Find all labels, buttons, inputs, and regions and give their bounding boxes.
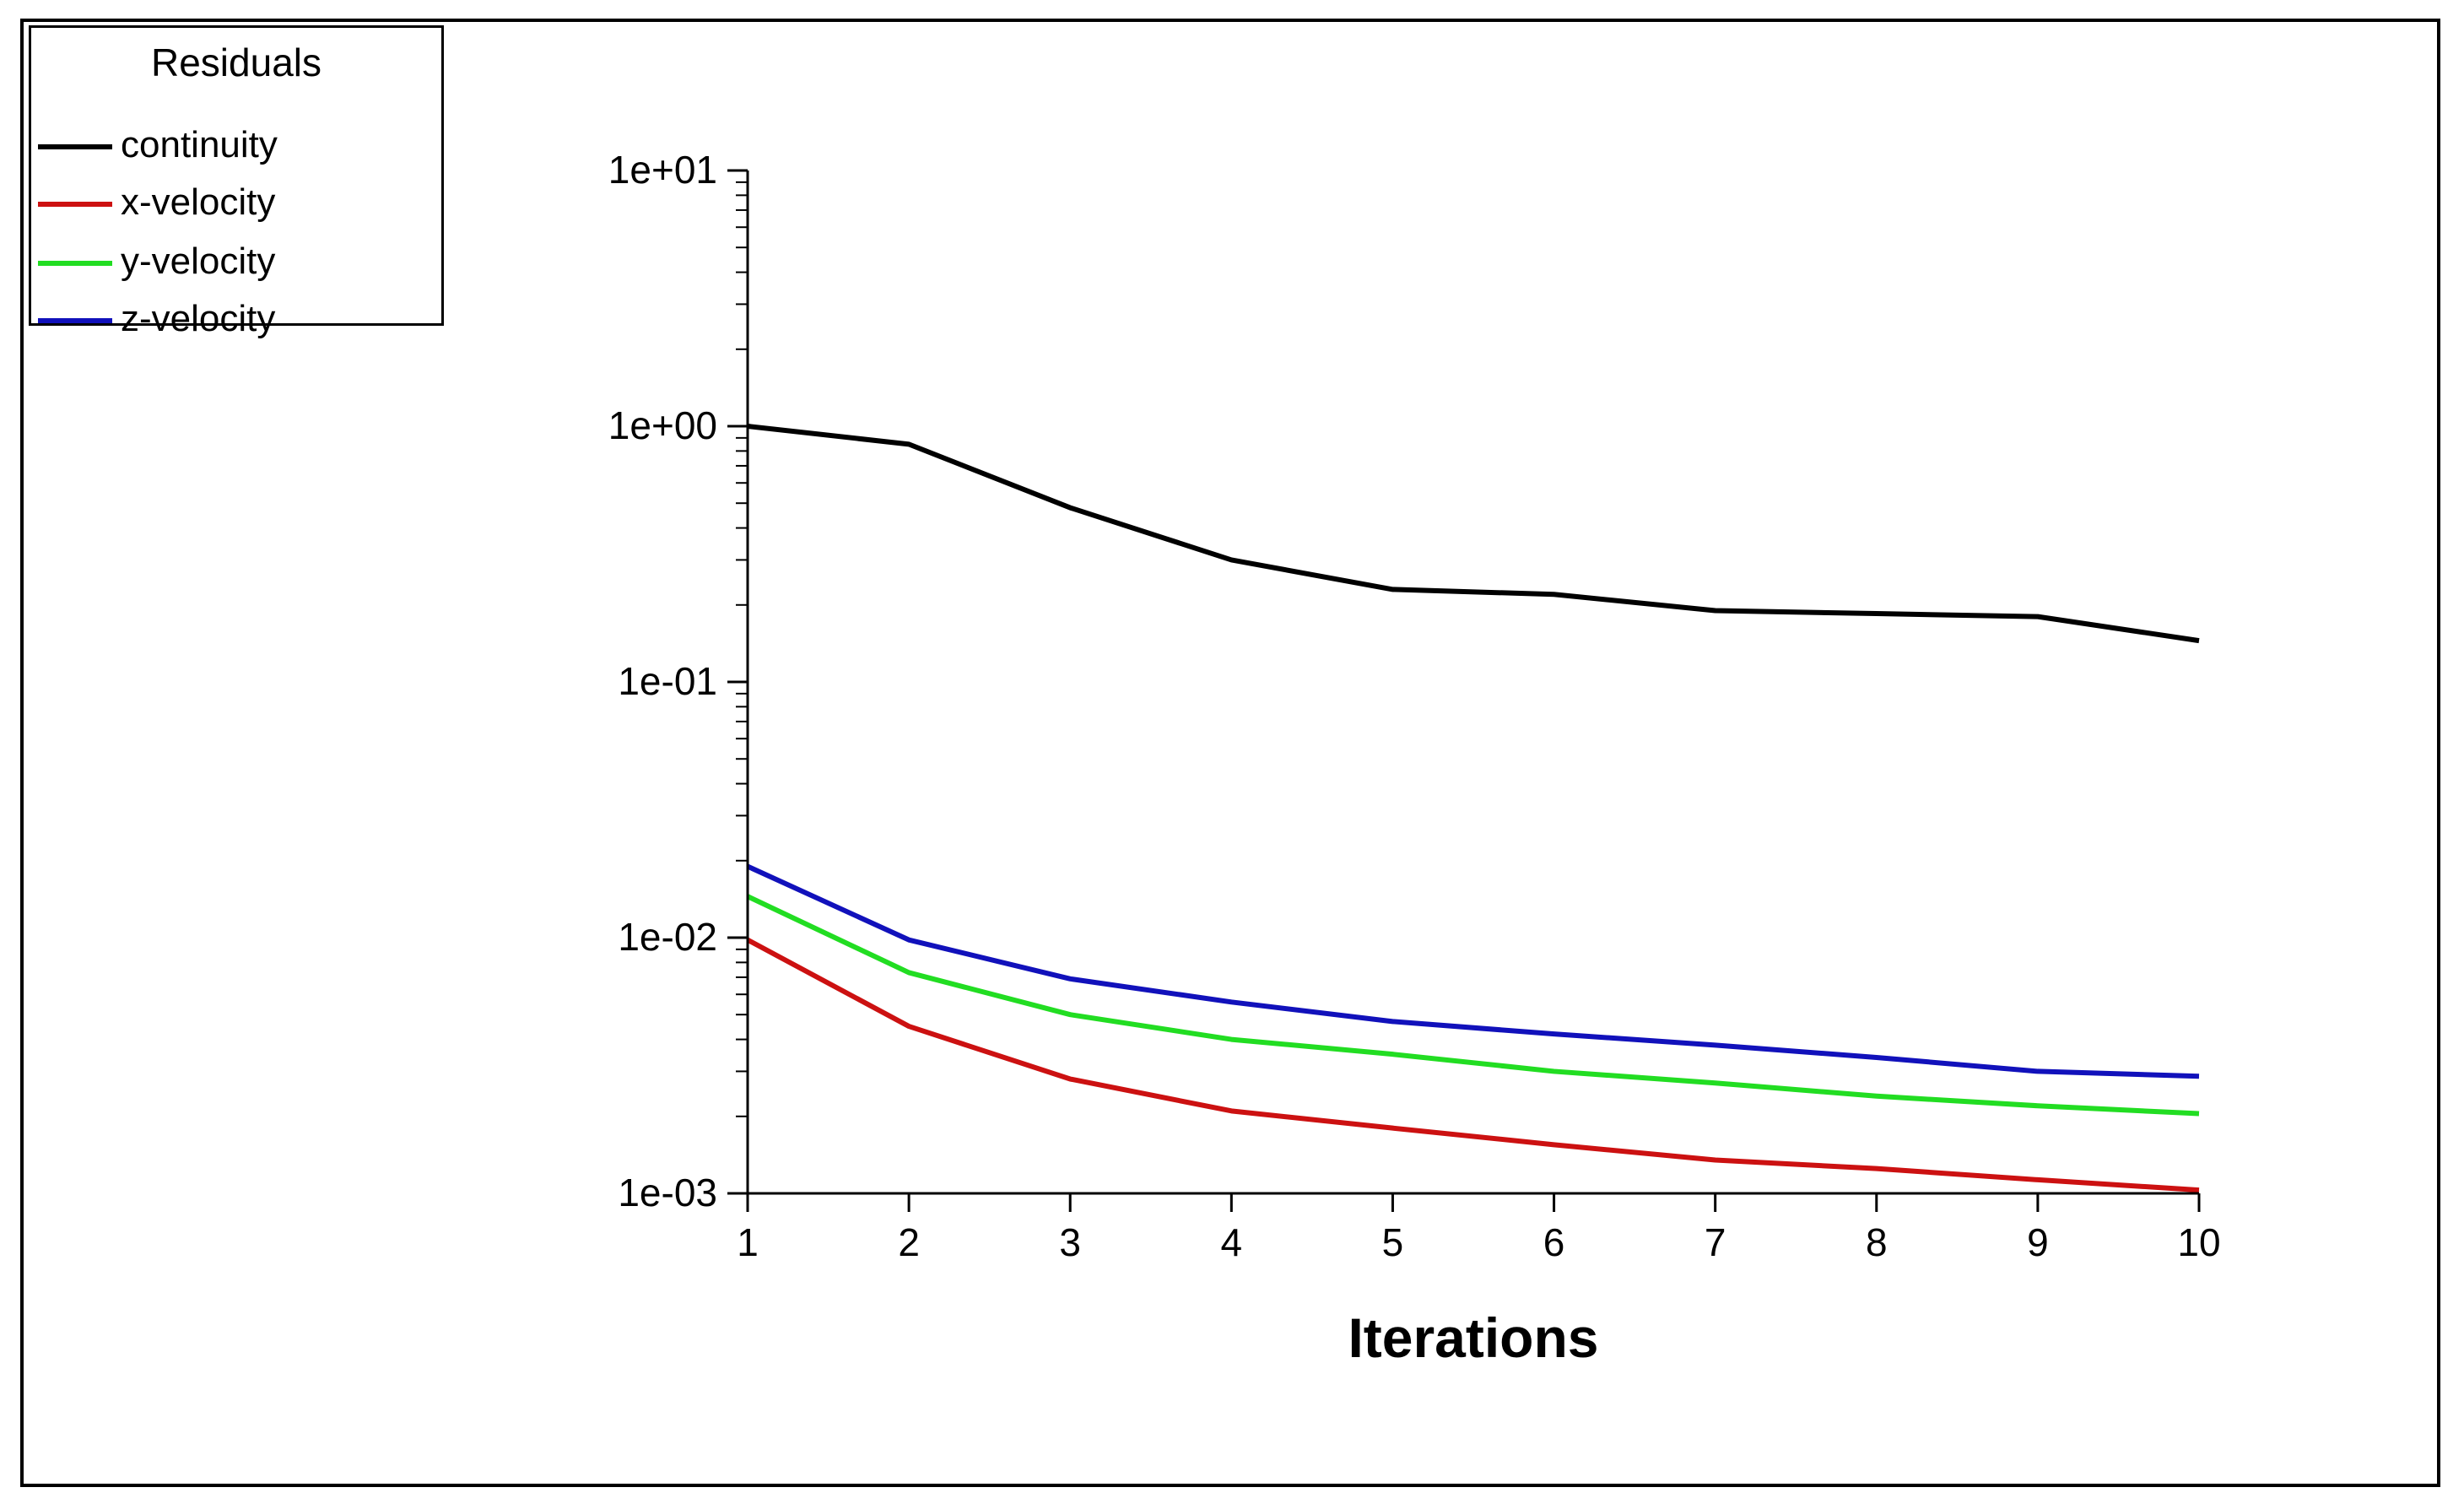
legend-item-x-velocity: x-velocity xyxy=(31,178,441,229)
x-tick-label: 6 xyxy=(1543,1220,1565,1264)
legend-label-continuity: continuity xyxy=(121,124,278,165)
legend-item-z-velocity: z-velocity xyxy=(31,295,441,345)
legend-swatch-z-velocity xyxy=(38,318,112,323)
legend-item-continuity: continuity xyxy=(31,121,441,171)
legend-swatch-y-velocity xyxy=(38,261,112,266)
legend-title: Residuals xyxy=(151,41,322,84)
x-tick-label: 5 xyxy=(1382,1220,1404,1264)
series-line-z-velocity xyxy=(746,863,2200,1079)
x-tick-label: 9 xyxy=(2027,1220,2049,1264)
x-tick-label: 3 xyxy=(1059,1220,1081,1264)
x-axis-title: Iterations xyxy=(1348,1306,1598,1369)
legend-swatch-x-velocity xyxy=(38,202,112,207)
x-tick-label: 1 xyxy=(737,1220,759,1264)
legend: Residuals continuity x-velocity y-veloci… xyxy=(29,25,444,339)
x-tick-label: 10 xyxy=(2177,1220,2220,1264)
chart-frame xyxy=(20,19,2440,1487)
legend-label-y-velocity: y-velocity xyxy=(121,241,276,282)
x-tick-label: 8 xyxy=(1866,1220,1888,1264)
x-tick-label: 2 xyxy=(898,1220,920,1264)
y-tick-label: 1e+01 xyxy=(608,148,717,192)
series-line-y-velocity xyxy=(746,894,2200,1117)
x-tick-label: 7 xyxy=(1705,1220,1726,1264)
series-line-continuity xyxy=(747,424,2200,644)
legend-item-y-velocity: y-velocity xyxy=(31,237,441,288)
y-tick-label: 1e-01 xyxy=(618,659,717,703)
y-tick-label: 1e-02 xyxy=(618,915,717,959)
y-tick-label: 1e+00 xyxy=(608,403,717,447)
y-tick-label: 1e-03 xyxy=(618,1171,717,1214)
legend-label-z-velocity: z-velocity xyxy=(121,298,276,339)
legend-label-x-velocity: x-velocity xyxy=(121,181,276,223)
x-tick-label: 4 xyxy=(1221,1220,1243,1264)
series-line-x-velocity xyxy=(746,938,2200,1193)
legend-swatch-continuity xyxy=(38,144,112,149)
